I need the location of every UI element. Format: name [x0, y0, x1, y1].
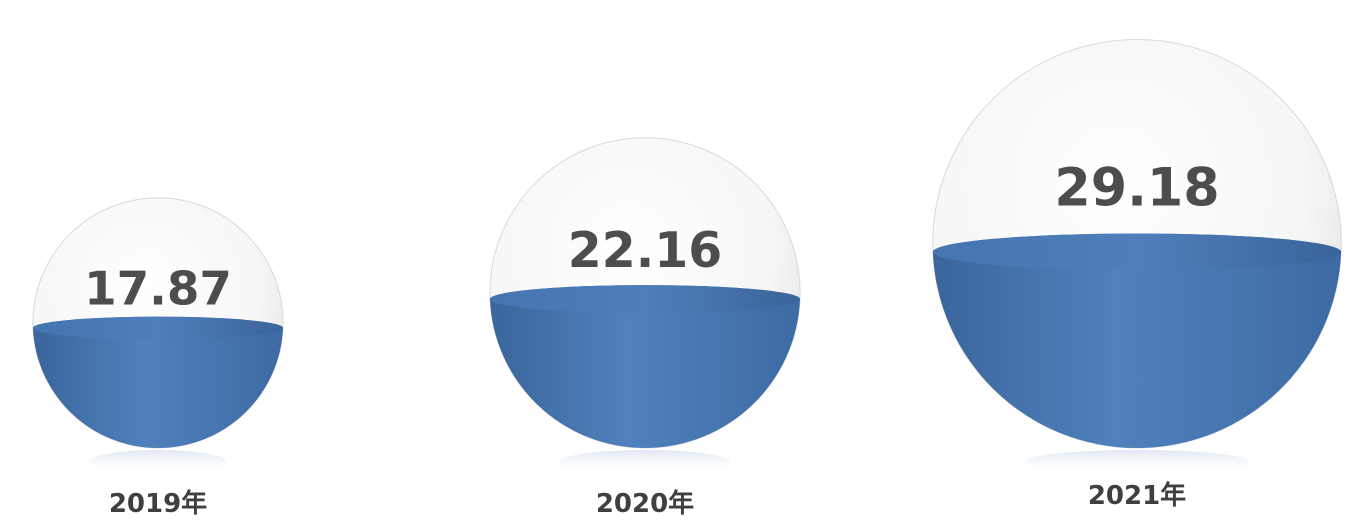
bubble-liquid — [33, 316, 283, 449]
bubble-liquid-surface — [932, 233, 1342, 271]
bubble-2020年: 22.16 2020年 — [489, 137, 801, 519]
bubble-liquid-surface — [33, 316, 283, 340]
bubble-reflection — [89, 450, 227, 474]
bubble-2019年: 17.87 2019年 — [32, 197, 284, 519]
year-label: 2019年 — [109, 488, 207, 519]
bubble-reflection — [559, 450, 731, 474]
year-label: 2020年 — [596, 488, 694, 519]
bubble-liquid — [490, 285, 800, 448]
year-label: 2021年 — [1088, 480, 1186, 511]
bubble-reflection — [1024, 450, 1250, 474]
value-label: 17.87 — [84, 263, 232, 317]
bubble-2021年: 29.18 2021年 — [932, 38, 1342, 511]
bubble-liquid-surface — [490, 285, 800, 314]
value-label: 22.16 — [568, 222, 723, 279]
bubble-liquid — [932, 233, 1342, 448]
value-label: 29.18 — [1054, 157, 1219, 218]
